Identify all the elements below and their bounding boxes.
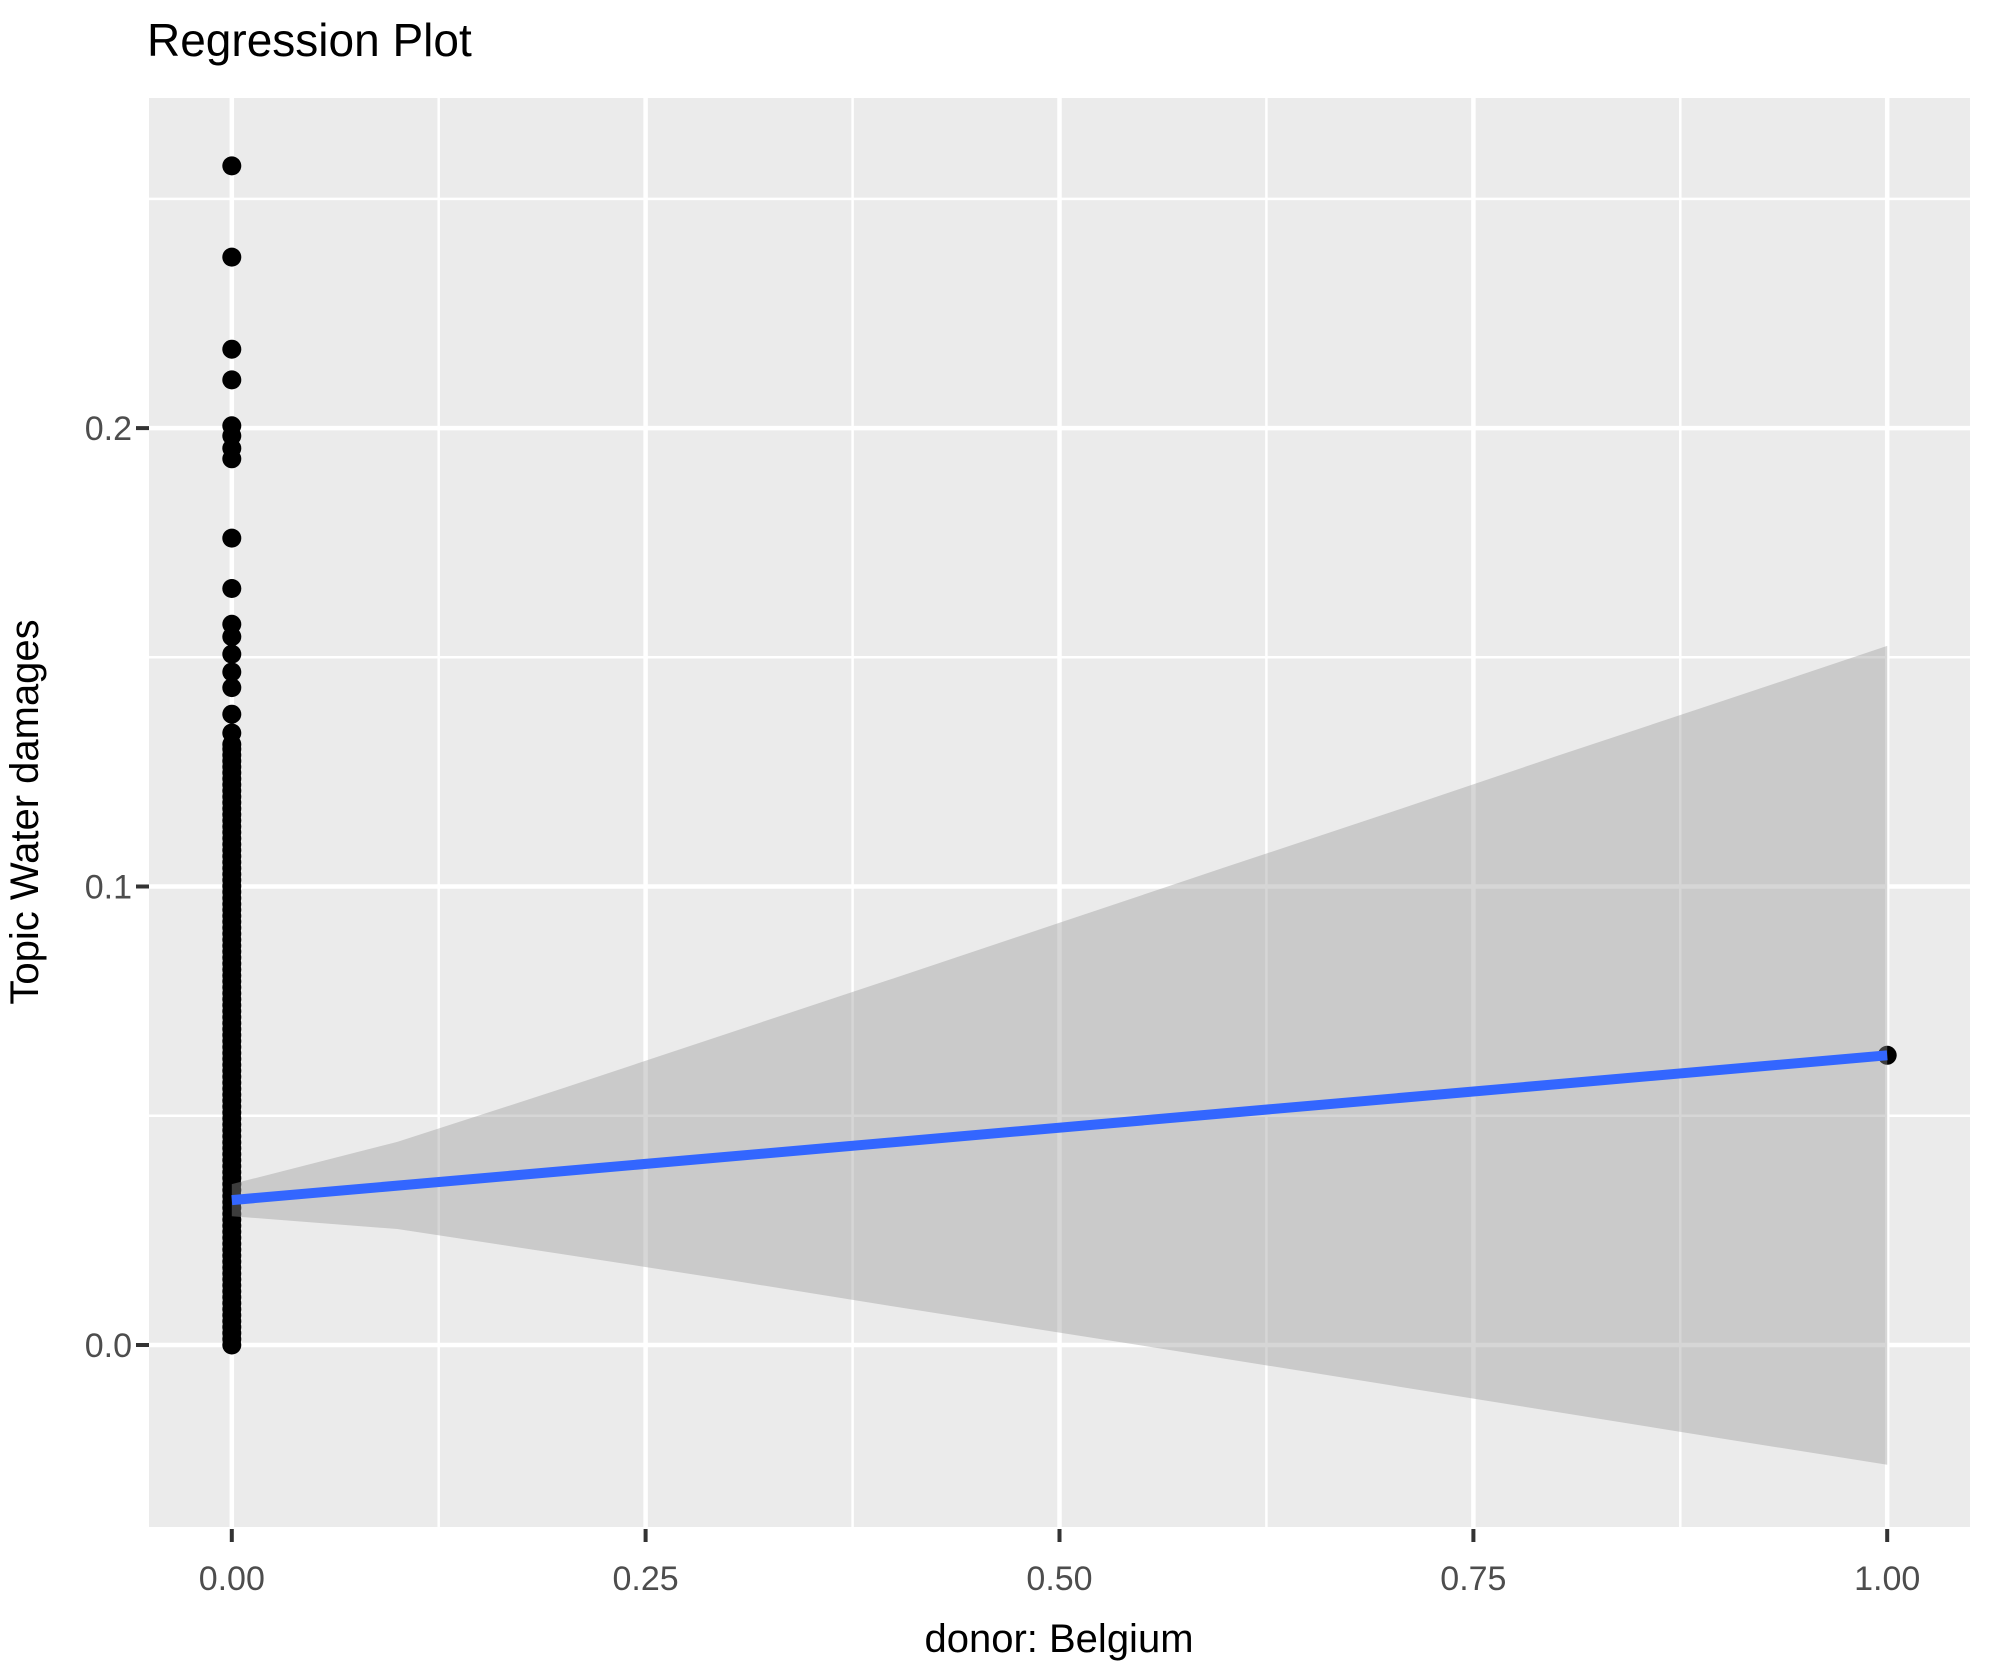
y-tick-label: 0.0	[85, 1327, 132, 1365]
x-tick-label: 0.75	[1440, 1560, 1506, 1598]
confidence-band	[231, 645, 1888, 1465]
y-tick-label: 0.1	[85, 869, 132, 907]
x-tick-label: 1.00	[1854, 1560, 1920, 1598]
gridlines-major	[149, 98, 1970, 1527]
data-point	[222, 644, 242, 664]
data-point	[222, 449, 242, 469]
y-axis-title: Topic Water damages	[3, 619, 47, 1004]
x-tick-label: 0.50	[1026, 1560, 1092, 1598]
data-point	[222, 247, 242, 267]
data-point	[222, 528, 242, 548]
data-point	[222, 370, 242, 390]
data-point	[222, 662, 242, 682]
data-point	[222, 156, 242, 176]
data-point	[222, 627, 242, 647]
data-point	[222, 739, 242, 759]
data-point	[222, 579, 242, 598]
scatter-points	[222, 156, 1897, 1355]
data-point	[222, 678, 242, 698]
data-point	[222, 704, 242, 724]
x-axis-tick-labels: 0.00 0.25 0.50 0.75 1.00	[199, 1560, 1921, 1598]
regression-line	[231, 1050, 1888, 1206]
x-tick-label: 0.25	[613, 1560, 679, 1598]
data-point	[222, 339, 242, 359]
y-axis-tick-labels: 0.0 0.1 0.2	[85, 410, 132, 1365]
x-axis-title: donor: Belgium	[924, 1617, 1193, 1661]
axis-tick-marks	[136, 426, 1890, 1542]
plot-title: Regression Plot	[147, 14, 472, 66]
y-tick-label: 0.2	[85, 410, 132, 448]
x-tick-label: 0.00	[199, 1560, 265, 1598]
